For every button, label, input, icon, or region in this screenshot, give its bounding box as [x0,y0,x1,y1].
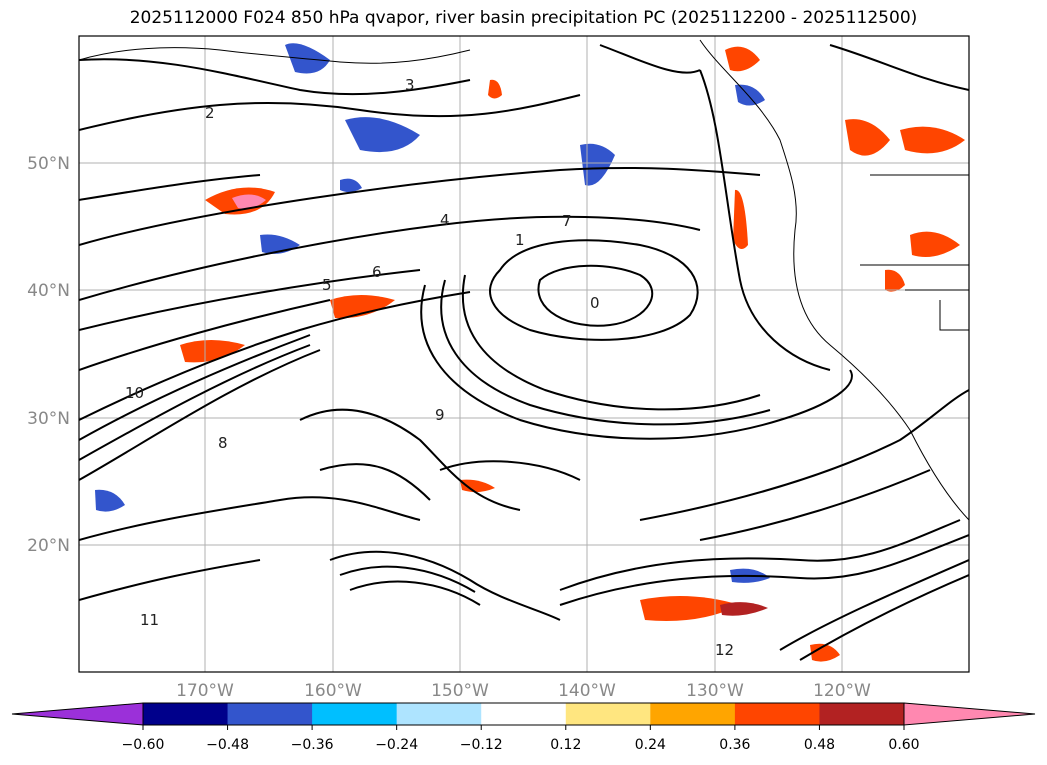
precip-shading [95,43,965,662]
contour-label: 8 [218,434,228,452]
map-title: 2025112000 F024 850 hPa qvapor, river ba… [129,8,918,28]
colorbar-tick-label: −0.24 [375,737,418,753]
colorbar-tick-label: −0.12 [460,737,503,753]
colorbar-tick-label: −0.36 [291,737,334,753]
contour-label: 4 [440,211,450,229]
contour-label: 3 [405,76,415,94]
colorbar-tick-label: −0.48 [206,737,249,753]
colorbar-tick-label: 0.48 [804,737,835,753]
contour-label: 5 [322,276,332,294]
colorbar-frame [142,702,905,726]
lat-label: 20°N [27,536,70,556]
colorbar-segment [650,703,736,725]
gridlines [79,36,969,672]
longitude-labels: 170°W 160°W 150°W 140°W 130°W 120°W [176,681,871,701]
colorbar-tick-label: 0.12 [550,737,581,753]
lon-label: 160°W [304,681,362,701]
lon-label: 120°W [813,681,871,701]
lon-label: 140°W [558,681,616,701]
colorbar-segment [819,703,905,725]
lon-label: 150°W [431,681,489,701]
colorbar-over-arrow [903,702,1036,726]
lon-label: 170°W [176,681,234,701]
lat-label: 40°N [27,281,70,301]
colorbar-under-arrow [11,702,144,726]
colorbar-tick-label: 0.24 [635,737,666,753]
colorbar-segment [396,703,482,725]
colorbar-segment [227,703,313,725]
colorbar-segment [481,703,567,725]
contour-labels: 2 3 4 5 6 7 0 8 9 10 11 12 1 [125,76,734,659]
qvapor-contours [79,44,969,661]
contour-label: 7 [562,212,572,230]
contour-label: 6 [372,263,382,281]
colorbar-tick-label: −0.60 [122,737,165,753]
colorbar: −0.60 −0.48 −0.36 −0.24 −0.12 0.12 0.24 0.36 0.4… [11,702,1036,753]
colorbar-tick-label: 0.60 [888,737,919,753]
colorbar-segment [312,703,398,725]
contour-label: 2 [205,104,215,122]
coastlines [79,39,969,521]
contour-label: 0 [590,294,600,312]
lon-label: 130°W [686,681,744,701]
latitude-labels: 50°N 40°N 30°N 20°N [27,154,70,556]
colorbar-segment [143,703,229,725]
lat-label: 30°N [27,409,70,429]
contour-label: 12 [715,641,734,659]
lat-label: 50°N [27,154,70,174]
colorbar-tick-label: 0.36 [719,737,750,753]
contour-label: 11 [140,611,159,629]
contour-label: 10 [125,384,144,402]
colorbar-segment [734,703,820,725]
contour-label: 1 [515,231,525,249]
contour-label: 9 [435,406,445,424]
colorbar-segment [565,703,651,725]
map-frame [78,35,970,673]
